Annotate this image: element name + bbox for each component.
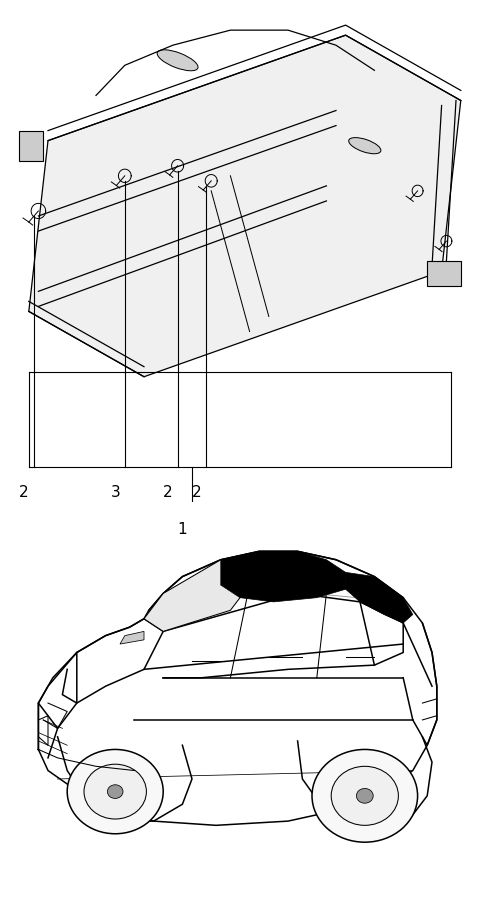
Circle shape: [67, 750, 163, 834]
Circle shape: [108, 785, 123, 798]
Text: 1: 1: [178, 522, 187, 537]
Text: 2: 2: [192, 484, 202, 500]
Ellipse shape: [157, 50, 198, 71]
Circle shape: [84, 764, 146, 819]
Polygon shape: [144, 560, 250, 631]
Polygon shape: [120, 631, 144, 644]
Circle shape: [356, 788, 373, 803]
Circle shape: [331, 766, 398, 825]
Bar: [19, 131, 43, 161]
Ellipse shape: [348, 137, 381, 153]
Polygon shape: [346, 572, 413, 623]
Polygon shape: [29, 35, 461, 377]
Text: 3: 3: [110, 484, 120, 500]
Bar: [427, 261, 461, 286]
Circle shape: [312, 750, 418, 842]
Text: 2: 2: [19, 484, 29, 500]
Polygon shape: [221, 552, 346, 602]
Text: 2: 2: [163, 484, 173, 500]
